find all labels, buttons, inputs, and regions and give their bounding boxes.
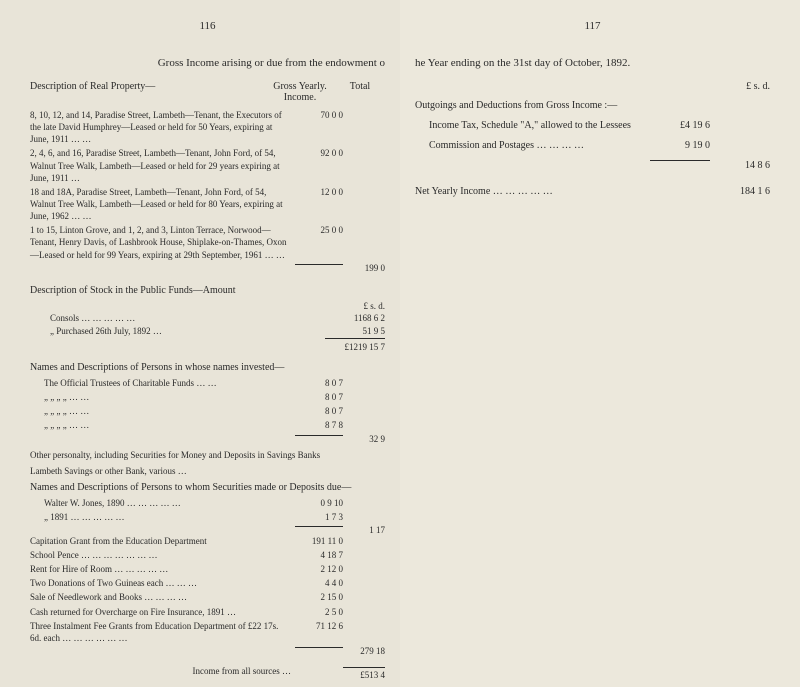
deduct-total-row: 14 8 6 [415, 159, 770, 173]
misc-row: Two Donations of Two Guineas each … … …4… [30, 577, 385, 589]
misc-total: 279 18 [30, 646, 385, 656]
securities-head: Names and Descriptions of Persons to who… [30, 482, 385, 493]
securities-total: 1 17 [30, 525, 385, 535]
misc-row: Rent for Hire of Room … … … … …2 12 0 [30, 563, 385, 575]
stock-table: £ s. d. Consols … … … … …1168 6 2 „ Purc… [50, 300, 385, 354]
real-property-list: 8, 10, 12, and 14, Paradise Street, Lamb… [30, 109, 385, 273]
title-right: he Year ending on the 31st day of Octobe… [415, 57, 770, 69]
outgoings-head: Outgoings and Deductions from Gross Inco… [415, 100, 770, 111]
property-entry: 1 to 15, Linton Grove, and 1, 2, and 3, … [30, 224, 385, 260]
trustees-row: „ „ „ „ … …8 7 8 [30, 419, 385, 431]
property-entry: 18 and 18A, Paradise Street, Lambeth—Ten… [30, 186, 385, 222]
gross-head: Gross Yearly. Income. [265, 81, 335, 103]
stock-row: Consols … … … … …1168 6 2 [50, 312, 385, 325]
trustees-row: The Official Trustees of Charitable Fund… [30, 377, 385, 389]
persons-head: Names and Descriptions of Persons in who… [30, 362, 385, 373]
stock-total: £1219 15 7 [50, 341, 385, 354]
securities-row: „ 1891 … … … … …1 7 3 [30, 511, 385, 523]
desc-head: Description of Real Property— [30, 81, 265, 103]
total-head: Total [335, 81, 385, 103]
misc-row: School Pence … … … … … … …4 18 7 [30, 549, 385, 561]
misc-row: Three Instalment Fee Grants from Educati… [30, 620, 385, 644]
trustees-row: „ „ „ „ … …8 0 7 [30, 405, 385, 417]
right-page: 117 he Year ending on the 31st day of Oc… [400, 0, 800, 687]
misc-row: Cash returned for Overcharge on Fire Ins… [30, 606, 385, 618]
column-headers-left: Description of Real Property— Gross Year… [30, 81, 385, 103]
lsd-head: £ s. d. [730, 81, 770, 92]
trustees-row: „ „ „ „ … …8 0 7 [30, 391, 385, 403]
misc-row: Sale of Needlework and Books … … … …2 15… [30, 591, 385, 603]
outgoing-row: Commission and Postages … … … … 9 19 0 [415, 139, 770, 153]
personalty-label: Other personalty, including Securities f… [30, 450, 385, 460]
page-number-right: 117 [415, 20, 770, 32]
securities-row: Walter W. Jones, 1890 … … … … …0 9 10 [30, 497, 385, 509]
misc-row: Capitation Grant from the Education Depa… [30, 535, 385, 547]
title-left: Gross Income arising or due from the end… [30, 57, 385, 69]
left-page: 116 Gross Income arising or due from the… [0, 0, 400, 687]
all-sources-row: Income from all sources … £513 4 [30, 666, 385, 680]
property-subtotal: 199 0 [30, 263, 385, 273]
stock-row: „ Purchased 26th July, 1892 …51 9 5 [50, 325, 385, 338]
net-income-row: Net Yearly Income … … … … … 184 1 6 [415, 185, 770, 199]
page-number-left: 116 [30, 20, 385, 32]
outgoings-list: Income Tax, Schedule "A," allowed to the… [415, 119, 770, 199]
property-entry: 8, 10, 12, and 14, Paradise Street, Lamb… [30, 109, 385, 145]
outgoing-row: Income Tax, Schedule "A," allowed to the… [415, 119, 770, 133]
stock-head: Description of Stock in the Public Funds… [30, 285, 385, 296]
lambeth-label: Lambeth Savings or other Bank, various … [30, 466, 385, 476]
trustees-total: 32 9 [30, 434, 385, 444]
property-entry: 2, 4, 6, and 16, Paradise Street, Lambet… [30, 147, 385, 183]
